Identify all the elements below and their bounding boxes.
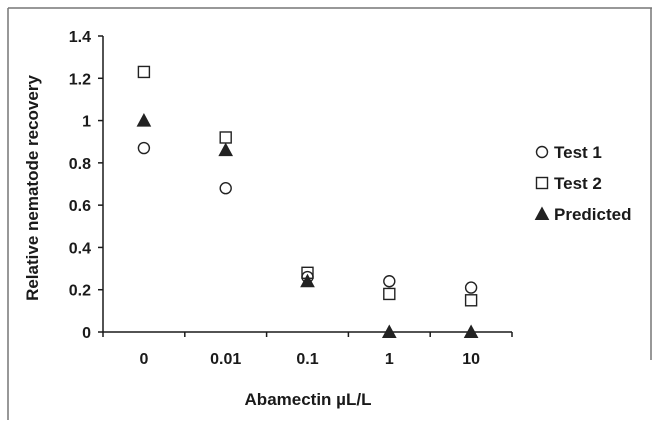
legend-marker-predicted <box>534 206 550 220</box>
x-axis-title: Abamectin µL/L <box>245 390 372 409</box>
test-1-point <box>219 182 232 195</box>
y-tick-label: 1.4 <box>69 29 91 46</box>
predicted-point <box>218 142 234 157</box>
test-2-point <box>137 65 151 79</box>
y-tick-label: 1.2 <box>69 71 91 88</box>
axes-group <box>102 36 512 333</box>
y-axis-title: Relative nematode recovery <box>23 75 42 301</box>
x-tick-label: 0 <box>139 351 148 368</box>
y-tick-label: 0.6 <box>69 198 91 215</box>
predicted-point <box>136 113 152 127</box>
test-1-point <box>383 275 396 288</box>
y-tick-label: 0.8 <box>69 156 91 173</box>
test-2-point <box>464 294 478 307</box>
x-tick-label: 0.01 <box>210 351 241 368</box>
y-ticks-group: 0 0.2 0.4 0.6 0.8 1 1.2 1.4 <box>69 29 103 342</box>
x-tick-label: 1 <box>385 351 394 368</box>
y-tick-label: 0.2 <box>69 283 91 300</box>
legend-marker-test-2 <box>535 176 549 190</box>
y-tick-label: 1 <box>82 114 91 131</box>
test-2-point <box>383 287 396 301</box>
test-1-point <box>137 141 151 155</box>
x-tick-label: 0.1 <box>296 351 318 368</box>
y-tick-label: 0 <box>82 325 91 342</box>
predicted-point <box>300 273 315 288</box>
data-points-group <box>136 65 479 338</box>
legend-label-test-2: Test 2 <box>554 174 602 193</box>
legend: Test 1 Test 2 Predicted <box>534 143 631 224</box>
x-tick-label: 10 <box>462 351 480 368</box>
legend-label-test-1: Test 1 <box>554 143 602 162</box>
x-ticks-group: 0 0.01 0.1 1 10 <box>102 332 513 368</box>
legend-marker-test-1 <box>535 145 549 159</box>
test-1-point <box>464 281 478 294</box>
y-tick-label: 0.4 <box>69 240 91 257</box>
test-2-point <box>219 131 232 144</box>
predicted-point <box>381 324 397 338</box>
legend-label-predicted: Predicted <box>554 205 631 224</box>
predicted-point <box>463 324 479 338</box>
